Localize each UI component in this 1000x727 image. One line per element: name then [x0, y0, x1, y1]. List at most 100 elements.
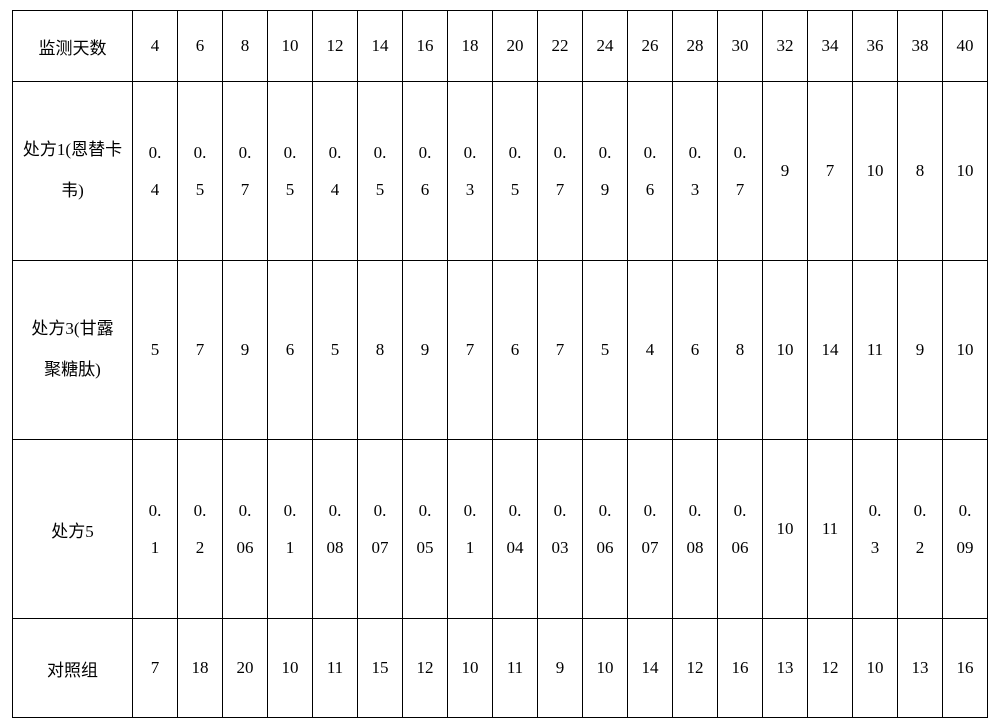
cell-top: 0.: [509, 492, 522, 529]
header-day-cell: 6: [178, 11, 223, 82]
data-cell: 0.07: [628, 440, 673, 619]
data-cell: 0.4: [133, 82, 178, 261]
cell-top: 0.: [419, 134, 432, 171]
cell-bot: 03: [552, 529, 569, 566]
cell-top: 0.: [644, 134, 657, 171]
data-cell: 0.06: [223, 440, 268, 619]
table-header-row: 监测天数 4 6 8 10 12 14 16 18 20 22 24 26 28…: [13, 11, 988, 82]
cell-top: 0.: [284, 134, 297, 171]
cell-bot: 7: [736, 171, 745, 208]
data-cell: 5: [133, 261, 178, 440]
data-cell: 15: [358, 619, 403, 718]
data-cell: 12: [403, 619, 448, 718]
page: 监测天数 4 6 8 10 12 14 16 18 20 22 24 26 28…: [0, 0, 1000, 727]
data-cell: 20: [223, 619, 268, 718]
cell-bot: 08: [687, 529, 704, 566]
data-cell: 0.5: [268, 82, 313, 261]
header-day-cell: 38: [898, 11, 943, 82]
cell-bot: 5: [376, 171, 385, 208]
data-cell: 7: [178, 261, 223, 440]
cell-top: 0.: [419, 492, 432, 529]
cell-top: 0.: [464, 134, 477, 171]
table-row: 处方3(甘露聚糖肽)57965897675468101411910: [13, 261, 988, 440]
data-cell: 13: [898, 619, 943, 718]
cell-bot: 5: [196, 171, 205, 208]
data-cell: 8: [358, 261, 403, 440]
data-cell: 14: [628, 619, 673, 718]
data-cell: 0.07: [358, 440, 403, 619]
header-day-cell: 16: [403, 11, 448, 82]
data-cell: 11: [808, 440, 853, 619]
cell-bot: 6: [421, 171, 430, 208]
cell-top: 0.: [329, 134, 342, 171]
cell-bot: 07: [642, 529, 659, 566]
cell-bot: 4: [151, 171, 160, 208]
cell-bot: 06: [732, 529, 749, 566]
data-cell: 0.4: [313, 82, 358, 261]
data-cell: 10: [268, 619, 313, 718]
data-cell: 0.1: [268, 440, 313, 619]
data-cell: 18: [178, 619, 223, 718]
cell-bot: 2: [916, 529, 925, 566]
data-cell: 8: [898, 82, 943, 261]
cell-bot: 7: [241, 171, 250, 208]
cell-top: 0.: [149, 134, 162, 171]
data-cell: 5: [583, 261, 628, 440]
data-cell: 0.05: [403, 440, 448, 619]
cell-bot: 5: [511, 171, 520, 208]
cell-top: 0.: [329, 492, 342, 529]
data-cell: 10: [763, 440, 808, 619]
data-cell: 0.1: [448, 440, 493, 619]
data-cell: 16: [943, 619, 988, 718]
data-cell: 0.7: [538, 82, 583, 261]
data-cell: 10: [583, 619, 628, 718]
cell-top: 0.: [599, 134, 612, 171]
cell-top: 0.: [284, 492, 297, 529]
cell-bot: 06: [597, 529, 614, 566]
header-day-cell: 34: [808, 11, 853, 82]
row-header-cell: 处方5: [13, 440, 133, 619]
data-cell: 11: [493, 619, 538, 718]
cell-bot: 3: [466, 171, 475, 208]
header-day-cell: 22: [538, 11, 583, 82]
data-cell: 12: [808, 619, 853, 718]
row-header-line: 聚糖肽): [44, 350, 101, 391]
data-cell: 0.04: [493, 440, 538, 619]
data-cell: 0.5: [178, 82, 223, 261]
header-day-cell: 30: [718, 11, 763, 82]
row-header-cell: 对照组: [13, 619, 133, 718]
table-row: 处方1(恩替卡韦)0.40.50.70.50.40.50.60.30.50.70…: [13, 82, 988, 261]
cell-top: 0.: [509, 134, 522, 171]
data-cell: 10: [853, 619, 898, 718]
data-cell: 9: [538, 619, 583, 718]
data-cell: 16: [718, 619, 763, 718]
data-cell: 0.5: [358, 82, 403, 261]
cell-top: 0.: [149, 492, 162, 529]
data-cell: 0.2: [898, 440, 943, 619]
cell-top: 0.: [374, 492, 387, 529]
header-day-cell: 20: [493, 11, 538, 82]
data-cell: 0.3: [853, 440, 898, 619]
data-cell: 0.1: [133, 440, 178, 619]
data-cell: 0.3: [448, 82, 493, 261]
cell-bot: 1: [466, 529, 475, 566]
data-cell: 0.08: [673, 440, 718, 619]
header-day-cell: 10: [268, 11, 313, 82]
cell-top: 0.: [194, 492, 207, 529]
cell-bot: 07: [372, 529, 389, 566]
data-cell: 9: [403, 261, 448, 440]
header-day-cell: 4: [133, 11, 178, 82]
cell-top: 0.: [374, 134, 387, 171]
data-cell: 10: [853, 82, 898, 261]
header-day-cell: 32: [763, 11, 808, 82]
data-cell: 7: [808, 82, 853, 261]
data-cell: 10: [763, 261, 808, 440]
cell-bot: 06: [237, 529, 254, 566]
cell-top: 0.: [239, 492, 252, 529]
cell-top: 0.: [689, 492, 702, 529]
cell-top: 0.: [869, 492, 882, 529]
table-body: 处方1(恩替卡韦)0.40.50.70.50.40.50.60.30.50.70…: [13, 82, 988, 718]
data-cell: 0.06: [718, 440, 763, 619]
cell-top: 0.: [914, 492, 927, 529]
cell-top: 0.: [239, 134, 252, 171]
